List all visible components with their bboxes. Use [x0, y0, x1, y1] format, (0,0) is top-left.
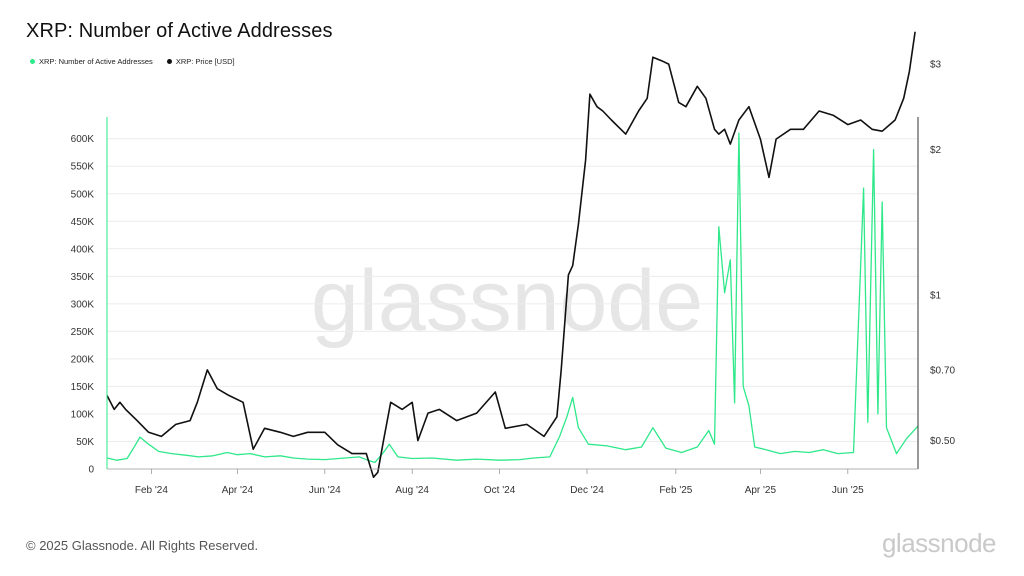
y-tick-label: 0 [88, 465, 94, 476]
copyright-footer: © 2025 Glassnode. All Rights Reserved. [26, 538, 259, 553]
y-tick-label: 350K [71, 272, 95, 283]
x-tick-label: Jun '24 [309, 485, 341, 496]
legend-item-active-addresses[interactable]: XRP: Number of Active Addresses [30, 57, 153, 66]
watermark-text: glassnode [311, 253, 703, 349]
y-tick-label: 450K [71, 217, 95, 228]
y-tick-label: 300K [71, 299, 95, 310]
x-tick-label: Feb '25 [659, 485, 692, 496]
y-tick-label: 550K [71, 162, 95, 173]
chart-title: XRP: Number of Active Addresses [26, 20, 333, 42]
y-tick-label: 150K [71, 382, 95, 393]
y-tick-label: 200K [71, 354, 95, 365]
legend: XRP: Number of Active Addresses XRP: Pri… [30, 57, 235, 66]
y-tick-label: 500K [71, 189, 95, 200]
grid-lines [107, 138, 918, 442]
y-tick-label: 400K [71, 244, 95, 255]
legend-dot-black [166, 59, 172, 64]
glassnode-logo[interactable]: glassnode [881, 528, 997, 558]
x-tick-label: Aug '24 [395, 485, 429, 496]
y-tick-label: 100K [71, 409, 95, 420]
y-tick-label: 50K [76, 437, 94, 448]
legend-label-price: XRP: Price [USD] [175, 57, 235, 66]
right-axis-labels: $0.50 $0.70 $1 $2 $3 [930, 60, 955, 447]
right-tick-label: $2 [930, 145, 942, 156]
legend-item-price[interactable]: XRP: Price [USD] [166, 57, 235, 66]
left-axis-labels: 0 50K 100K 150K 200K 250K 300K 350K 400K 450K 500K… [71, 134, 95, 475]
legend-dot-green [30, 59, 35, 64]
legend-label-active-addresses: XRP: Number of Active Addresses [39, 57, 153, 66]
right-tick-label: $1 [930, 290, 942, 301]
right-tick-label: $0.70 [930, 365, 955, 376]
x-tick-label: Oct '24 [484, 485, 516, 496]
x-tick-label: Apr '24 [222, 485, 254, 496]
x-tick-label: Jun '25 [832, 485, 864, 496]
x-tick-label: Apr '25 [745, 485, 777, 496]
right-tick-label: $0.50 [930, 436, 955, 447]
active-addresses-line [106, 132, 919, 464]
x-axis-labels: Feb '24 Apr '24 Jun '24 Aug '24 Oct '24 Dec '… [135, 469, 864, 496]
y-tick-label: 250K [71, 327, 95, 338]
y-tick-label: 600K [71, 134, 95, 145]
price-line [106, 31, 916, 478]
right-tick-label: $3 [930, 60, 942, 71]
x-tick-label: Feb '24 [135, 485, 168, 496]
x-tick-label: Dec '24 [570, 485, 604, 496]
